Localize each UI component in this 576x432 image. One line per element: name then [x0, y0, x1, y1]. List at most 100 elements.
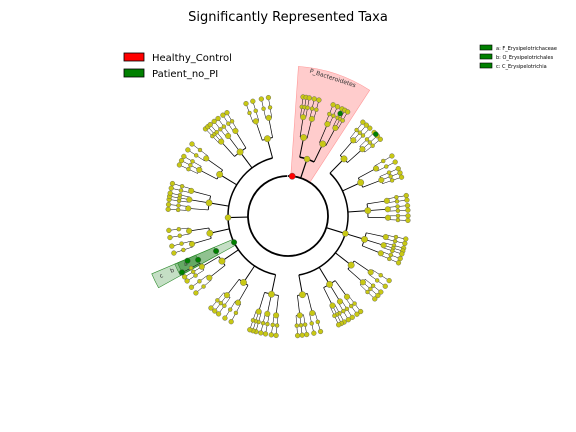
order-node	[185, 205, 192, 212]
order-node	[218, 138, 225, 145]
order-node	[186, 227, 193, 234]
clade-key-swatch-b	[479, 53, 493, 60]
genus-node	[268, 332, 274, 338]
order-branch	[366, 232, 386, 238]
family-node	[314, 107, 319, 112]
genus-node	[181, 153, 187, 159]
order-branch	[191, 190, 211, 197]
order-branch	[275, 295, 279, 316]
order-branch	[235, 130, 247, 149]
genus-node	[212, 308, 218, 314]
genus-node	[220, 112, 226, 118]
order-node	[382, 234, 389, 241]
order-branch	[353, 260, 371, 273]
genus-node	[165, 201, 172, 208]
family-node	[365, 289, 370, 295]
class-node	[216, 171, 224, 178]
class-node	[268, 290, 275, 298]
genus-node	[386, 277, 392, 284]
order-node	[377, 250, 384, 257]
family-node	[188, 265, 194, 271]
clade-key-swatch-c	[479, 62, 493, 69]
order-node	[188, 187, 195, 194]
family-node	[387, 256, 392, 262]
family-node	[389, 178, 395, 183]
family-node	[394, 195, 399, 200]
genus-node	[184, 278, 190, 284]
genus-node	[211, 118, 217, 124]
genus-node	[167, 234, 173, 241]
genus-node	[354, 311, 360, 317]
order-node	[383, 197, 390, 204]
order-branch	[299, 117, 304, 137]
genus-node	[358, 308, 364, 315]
genus-node	[188, 284, 195, 290]
genus-node	[169, 180, 176, 187]
family-node	[177, 192, 183, 198]
family-node	[190, 159, 195, 164]
family-node	[302, 322, 308, 327]
family-node	[381, 158, 386, 164]
genus-node	[311, 96, 317, 102]
genus-node	[405, 207, 411, 213]
family-node	[274, 323, 280, 328]
class-node	[364, 207, 372, 215]
order-branch	[339, 140, 354, 156]
genus-node	[363, 122, 369, 128]
genus-node	[193, 290, 199, 296]
family-node	[233, 310, 239, 316]
order-branch	[323, 287, 333, 306]
genus-node	[306, 95, 312, 101]
class-node	[300, 134, 308, 141]
legend-label-healthy: Healthy_Control	[152, 53, 232, 64]
family-node	[298, 323, 304, 328]
clade-label-c: c	[158, 272, 164, 280]
genus-node	[304, 331, 310, 338]
genus-node	[167, 190, 173, 196]
family-node	[218, 300, 224, 306]
class-node	[205, 199, 213, 207]
phylum-branch	[300, 158, 308, 179]
order-branch	[226, 279, 240, 296]
order-node	[252, 118, 259, 125]
biomarker-node-patient	[337, 110, 344, 117]
genus-node	[404, 203, 411, 209]
family-node	[386, 170, 392, 175]
genus-node	[360, 119, 366, 125]
class-node	[240, 279, 247, 286]
family-node	[175, 207, 181, 213]
genus-node	[208, 305, 214, 311]
family-node	[222, 303, 227, 308]
family-node	[395, 208, 401, 213]
genus-node	[345, 109, 351, 115]
order-branch	[268, 117, 273, 138]
genus-node	[402, 240, 408, 247]
genus-node	[189, 141, 195, 147]
order-node	[225, 132, 232, 139]
order-branch	[362, 179, 382, 188]
genus-node	[398, 174, 405, 180]
biomarker-node-patient	[179, 269, 186, 276]
family-node	[395, 204, 400, 209]
family-node	[186, 166, 191, 172]
order-node	[378, 177, 385, 184]
order-node	[232, 127, 239, 134]
clade-label-a: a	[183, 260, 190, 268]
genus-node	[349, 314, 355, 320]
family-node	[214, 130, 219, 135]
order-branch	[347, 268, 364, 283]
genus-node	[224, 110, 230, 116]
family-node	[215, 298, 220, 303]
family-node	[384, 164, 389, 169]
family-node	[393, 234, 399, 240]
family-node	[344, 306, 350, 312]
genus-node	[334, 104, 341, 110]
phylum-arc	[227, 157, 276, 276]
order-branch	[319, 123, 328, 143]
family-node	[260, 320, 266, 326]
genus-node	[207, 121, 213, 128]
genus-node	[273, 332, 279, 339]
genus-node	[176, 162, 183, 168]
family-node	[229, 119, 235, 124]
clade-key-label-b: b: O_Erysipelotrichales	[496, 55, 554, 61]
